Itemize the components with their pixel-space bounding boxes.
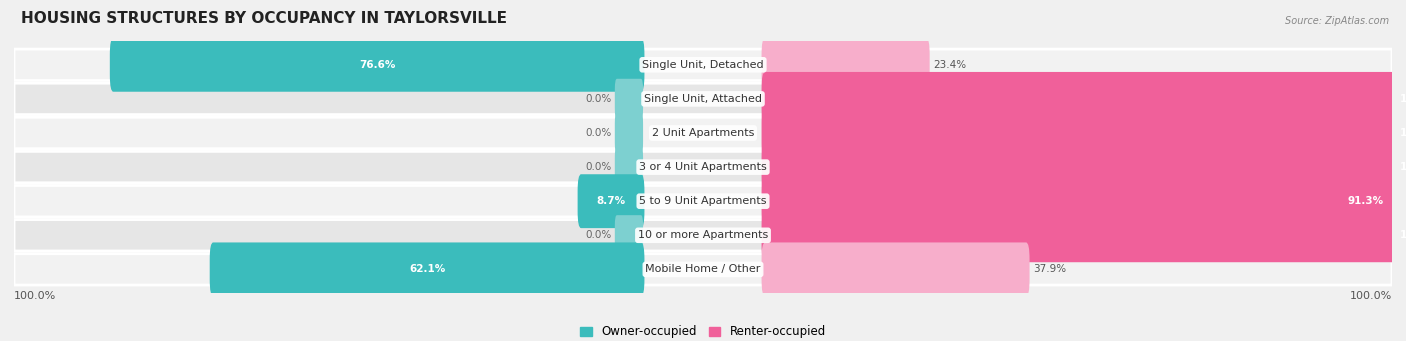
FancyBboxPatch shape — [762, 208, 1406, 262]
Text: 0.0%: 0.0% — [585, 162, 612, 172]
FancyBboxPatch shape — [762, 140, 1406, 194]
Text: 100.0%: 100.0% — [1400, 128, 1406, 138]
FancyBboxPatch shape — [14, 49, 1392, 80]
Text: 37.9%: 37.9% — [1033, 264, 1066, 275]
FancyBboxPatch shape — [14, 117, 1392, 149]
Text: 10 or more Apartments: 10 or more Apartments — [638, 230, 768, 240]
Text: 0.0%: 0.0% — [585, 230, 612, 240]
FancyBboxPatch shape — [614, 215, 643, 255]
FancyBboxPatch shape — [762, 242, 1029, 296]
FancyBboxPatch shape — [209, 242, 644, 296]
FancyBboxPatch shape — [14, 151, 1392, 183]
Text: HOUSING STRUCTURES BY OCCUPANCY IN TAYLORSVILLE: HOUSING STRUCTURES BY OCCUPANCY IN TAYLO… — [21, 11, 508, 26]
Text: Source: ZipAtlas.com: Source: ZipAtlas.com — [1285, 16, 1389, 26]
Text: 0.0%: 0.0% — [585, 128, 612, 138]
Text: 91.3%: 91.3% — [1347, 196, 1384, 206]
FancyBboxPatch shape — [762, 38, 929, 92]
FancyBboxPatch shape — [14, 220, 1392, 251]
FancyBboxPatch shape — [762, 106, 1406, 160]
Text: 76.6%: 76.6% — [359, 60, 395, 70]
FancyBboxPatch shape — [614, 113, 643, 153]
FancyBboxPatch shape — [614, 79, 643, 119]
Text: Mobile Home / Other: Mobile Home / Other — [645, 264, 761, 275]
Text: 100.0%: 100.0% — [1400, 162, 1406, 172]
FancyBboxPatch shape — [578, 174, 644, 228]
FancyBboxPatch shape — [762, 72, 1406, 126]
Text: 8.7%: 8.7% — [596, 196, 626, 206]
FancyBboxPatch shape — [762, 174, 1398, 228]
Text: 0.0%: 0.0% — [585, 94, 612, 104]
Text: Single Unit, Detached: Single Unit, Detached — [643, 60, 763, 70]
Text: 100.0%: 100.0% — [1350, 291, 1392, 300]
Text: 2 Unit Apartments: 2 Unit Apartments — [652, 128, 754, 138]
Text: 62.1%: 62.1% — [409, 264, 446, 275]
Text: 100.0%: 100.0% — [14, 291, 56, 300]
Legend: Owner-occupied, Renter-occupied: Owner-occupied, Renter-occupied — [575, 321, 831, 341]
FancyBboxPatch shape — [14, 186, 1392, 217]
Text: Single Unit, Attached: Single Unit, Attached — [644, 94, 762, 104]
Text: 100.0%: 100.0% — [1400, 94, 1406, 104]
FancyBboxPatch shape — [14, 254, 1392, 285]
FancyBboxPatch shape — [14, 83, 1392, 115]
Text: 23.4%: 23.4% — [934, 60, 966, 70]
FancyBboxPatch shape — [110, 38, 644, 92]
Text: 5 to 9 Unit Apartments: 5 to 9 Unit Apartments — [640, 196, 766, 206]
Text: 100.0%: 100.0% — [1400, 230, 1406, 240]
FancyBboxPatch shape — [614, 147, 643, 187]
Text: 3 or 4 Unit Apartments: 3 or 4 Unit Apartments — [640, 162, 766, 172]
